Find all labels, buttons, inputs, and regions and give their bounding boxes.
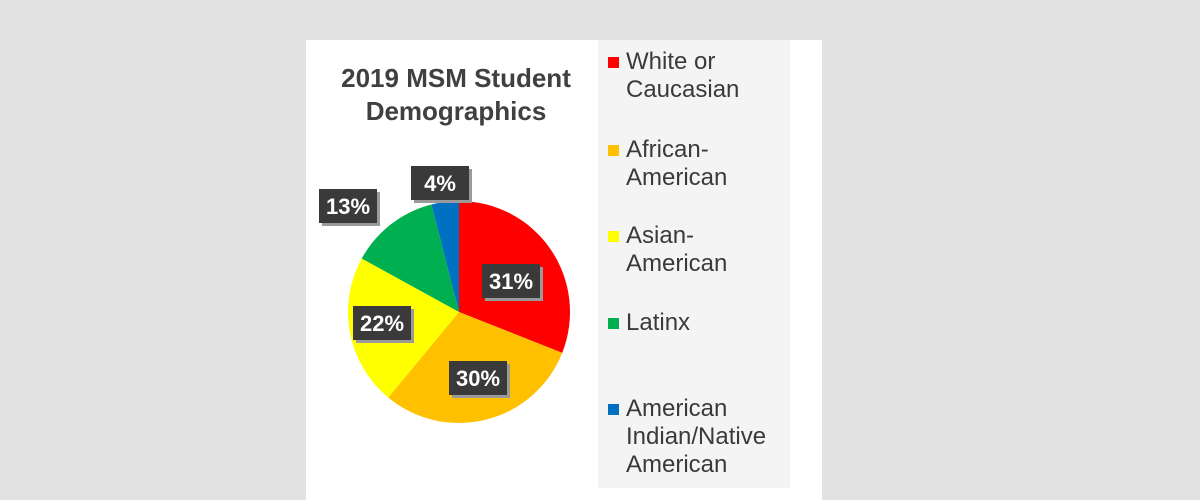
data-label-latinx: 13% — [319, 189, 380, 226]
legend-panel — [598, 40, 790, 488]
legend-label-line: Latinx — [626, 309, 691, 336]
chart-title-line-2: Demographics — [365, 96, 547, 126]
legend-item-latinx: Latinx — [608, 309, 690, 337]
legend-label: White or Caucasian — [626, 48, 739, 104]
legend-label-line: American — [626, 164, 728, 191]
data-label-asian-american: 22% — [353, 306, 414, 343]
data-label-african-american: 30% — [449, 361, 510, 398]
legend-item-asian-american: Asian- American — [608, 222, 727, 278]
legend-label-line: American — [626, 250, 728, 277]
legend-swatch — [608, 404, 619, 415]
legend-swatch — [608, 57, 619, 68]
legend-swatch — [608, 231, 619, 242]
legend-swatch — [608, 318, 619, 329]
legend-label-line: African- — [626, 136, 709, 163]
legend-label: African- American — [626, 136, 727, 192]
data-label-american-indian-native-american: 4% — [411, 166, 472, 203]
legend-label-line: American — [626, 395, 728, 422]
svg-text:13%: 13% — [326, 194, 370, 219]
pie-slice-latinx — [361, 204, 459, 312]
svg-text:31%: 31% — [489, 269, 533, 294]
data-label-white-or-caucasian: 31% — [482, 264, 543, 301]
chart-title: 2019 MSM Student Demographics — [306, 62, 606, 128]
legend-label-line: American — [626, 451, 728, 478]
legend-swatch — [608, 145, 619, 156]
svg-text:22%: 22% — [360, 311, 404, 336]
legend-label-line: Caucasian — [626, 76, 740, 103]
legend-label-line: Asian- — [626, 222, 695, 249]
legend-item-american-indian-native-american: American Indian/Native American — [608, 395, 766, 479]
legend-item-white-or-caucasian: White or Caucasian — [608, 48, 739, 104]
pie-slice-american-indian-native-american — [431, 201, 459, 312]
chart-title-line-1: 2019 MSM Student — [341, 63, 571, 93]
legend-label: Asian- American — [626, 222, 727, 278]
legend-item-african-american: African- American — [608, 136, 727, 192]
svg-text:4%: 4% — [424, 171, 456, 196]
svg-text:30%: 30% — [456, 366, 500, 391]
legend-label: Latinx — [626, 309, 690, 337]
legend-label-line: Indian/Native — [626, 423, 767, 450]
legend-label: American Indian/Native American — [626, 395, 766, 479]
legend-label-line: White or — [626, 48, 716, 75]
